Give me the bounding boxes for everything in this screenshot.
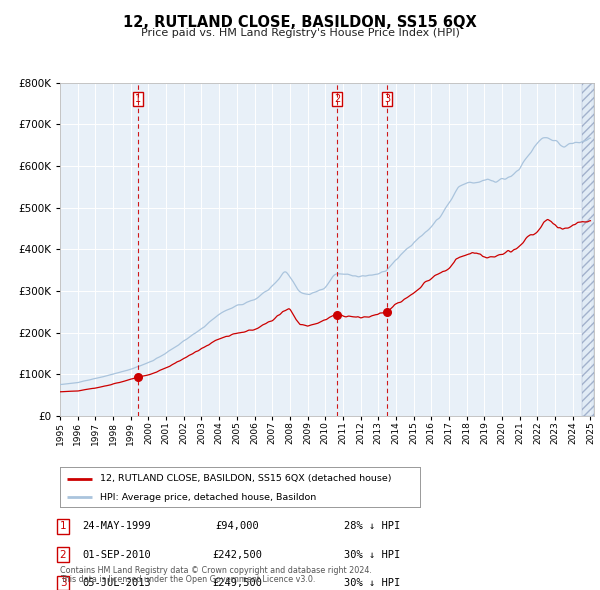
Text: 01-SEP-2010: 01-SEP-2010 — [83, 550, 151, 559]
Text: £242,500: £242,500 — [212, 550, 262, 559]
Text: £249,500: £249,500 — [212, 578, 262, 588]
Text: 1: 1 — [135, 94, 141, 104]
Text: 24-MAY-1999: 24-MAY-1999 — [83, 522, 151, 531]
Text: 3: 3 — [384, 94, 390, 104]
Text: Contains HM Land Registry data © Crown copyright and database right 2024.: Contains HM Land Registry data © Crown c… — [60, 566, 372, 575]
Text: 28% ↓ HPI: 28% ↓ HPI — [344, 522, 400, 531]
Text: This data is licensed under the Open Government Licence v3.0.: This data is licensed under the Open Gov… — [60, 575, 316, 584]
Text: 3: 3 — [59, 578, 67, 588]
Text: 2: 2 — [59, 550, 67, 559]
Text: 12, RUTLAND CLOSE, BASILDON, SS15 6QX (detached house): 12, RUTLAND CLOSE, BASILDON, SS15 6QX (d… — [100, 474, 391, 483]
Text: Price paid vs. HM Land Registry's House Price Index (HPI): Price paid vs. HM Land Registry's House … — [140, 28, 460, 38]
Text: 30% ↓ HPI: 30% ↓ HPI — [344, 578, 400, 588]
Text: HPI: Average price, detached house, Basildon: HPI: Average price, detached house, Basi… — [100, 493, 316, 502]
Text: 30% ↓ HPI: 30% ↓ HPI — [344, 550, 400, 559]
Text: £94,000: £94,000 — [215, 522, 259, 531]
Text: 05-JUL-2013: 05-JUL-2013 — [83, 578, 151, 588]
Text: 1: 1 — [59, 522, 67, 531]
Text: 2: 2 — [334, 94, 340, 104]
Text: 12, RUTLAND CLOSE, BASILDON, SS15 6QX: 12, RUTLAND CLOSE, BASILDON, SS15 6QX — [123, 15, 477, 30]
